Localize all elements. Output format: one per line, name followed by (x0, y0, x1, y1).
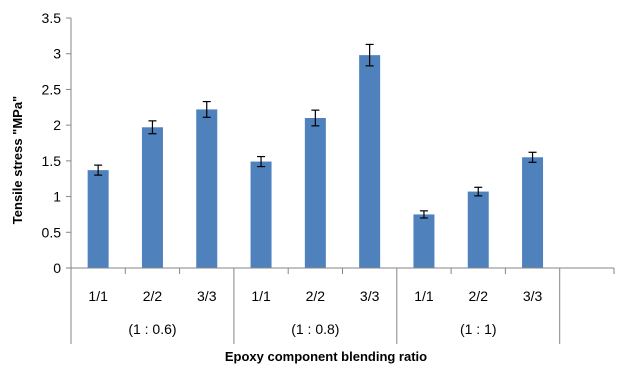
x-tick-label: 3/3 (360, 288, 380, 304)
bar (359, 55, 381, 269)
bar (141, 127, 163, 269)
group-label: (1 : 0.8) (291, 321, 339, 337)
x-tick-label: 2/2 (306, 288, 326, 304)
y-tick-label: 1 (53, 189, 61, 205)
bar (522, 157, 544, 268)
x-tick-label: 3/3 (197, 288, 217, 304)
x-axis: 1/1 2/2 3/3 (1 : 0.6) 1/1 2/2 3/3 (1 : 0.8) 1/1 2… (70, 267, 615, 344)
bar (467, 191, 489, 268)
bars (87, 43, 544, 269)
y-axis-title: Tensile stress "MPa" (10, 96, 25, 224)
x-axis-title: Epoxy component blending ratio (225, 349, 427, 364)
group-label: (1 : 0.6) (128, 321, 176, 337)
y-tick-label: 3.5 (42, 10, 62, 26)
bar (87, 170, 109, 268)
x-tick-label: 1/1 (414, 288, 434, 304)
group-label: (1 : 1) (460, 321, 497, 337)
bar (304, 118, 326, 268)
y-tick-label: 2 (53, 117, 61, 133)
y-axis: 0 0.5 1 1.5 2 2.5 3 3.5 (42, 10, 72, 276)
x-tick-label: 1/1 (251, 288, 271, 304)
bar (413, 214, 435, 268)
y-tick-label: 0 (53, 260, 61, 276)
x-tick-label: 2/2 (469, 288, 489, 304)
bar (250, 161, 272, 268)
x-tick-label: 1/1 (88, 288, 108, 304)
x-tick-label: 3/3 (523, 288, 543, 304)
y-tick-label: 0.5 (42, 224, 62, 240)
y-tick-label: 1.5 (42, 153, 62, 169)
x-tick-label: 2/2 (143, 288, 163, 304)
y-tick-label: 3 (53, 46, 61, 62)
bar (196, 109, 218, 268)
y-tick-label: 2.5 (42, 81, 62, 97)
